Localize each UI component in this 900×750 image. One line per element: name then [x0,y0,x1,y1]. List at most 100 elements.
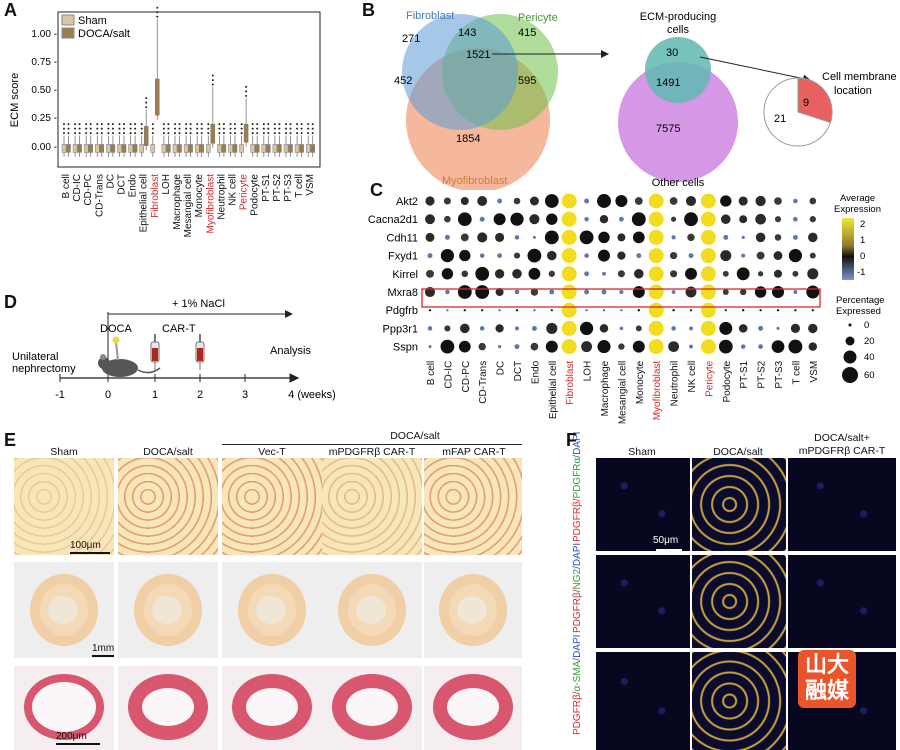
watermark-line-1: 山大 [804,653,849,678]
outlier-dot [67,132,70,135]
outlier-dot [262,127,265,130]
e-col-mpdgfrb: mPDGFRβ CAR-T [328,446,416,458]
analysis-label: Analysis [270,345,311,357]
dot-Cdh11-Neutrophil [671,235,676,240]
kidney-section [30,574,98,646]
f-image-r3-c1 [596,652,690,750]
box-CD-PC-doca [88,144,93,153]
box-CD-IC-sham [72,144,78,153]
e-image-r2-c5 [424,562,522,658]
dot-Kirrel-CD-Trans [475,266,490,281]
f-col-cart-2: mPDGFRβ CAR-T [798,445,886,457]
outlier-dot [96,123,99,126]
legend-label-sham: Sham [78,15,107,27]
x-label-T cell: T cell [294,174,305,198]
cell-type-label-Pericyte: Pericyte [704,360,715,397]
outlier-dot [85,123,88,126]
e-image-r1-c5 [424,458,522,555]
outlier-dot [107,127,110,130]
box-Macrophage-sham [172,144,178,153]
venn-count: 271 [402,33,420,45]
dot-Ppp3r1-Fibroblast [561,320,577,336]
outlier-dot [174,132,176,135]
dot-Pdgfrb-CD-PC [463,309,466,312]
dot-Fxyd1-T cell [788,248,803,263]
outlier-dot [178,123,181,126]
outlier-dot [273,132,276,135]
venn-count: 415 [518,27,536,39]
outlier-dot [211,74,214,77]
f-row1-blue: /DAPI [572,431,583,458]
outlier-dot [167,127,170,130]
f-scalebar [656,549,682,551]
outlier-dot [273,127,276,130]
dot-Fxyd1-PT-S3 [773,251,783,261]
cell-type-label-Neutrophil: Neutrophil [670,361,681,407]
vessel-ring [433,674,513,740]
outlier-dot [273,123,276,126]
dot-Ppp3r1-Podocyte [719,321,733,335]
f-col-sham: Sham [628,446,656,458]
cell-type-label-PT-S1: PT-S1 [739,360,750,388]
cell-type-label-B cell: B cell [426,361,437,385]
outlier-dot [151,123,154,126]
dot-Cacna2d1-CD-Trans [479,216,485,222]
outlier-dot [185,127,188,130]
dot-Ppp3r1-Myofibroblast [648,320,664,336]
outlier-dot [245,94,248,97]
outlier-dot [311,123,314,126]
dot-Pdgfrb-DCT [515,309,519,312]
panel-f-letter: F [566,430,577,450]
dot-Fxyd1-DCT [513,252,521,259]
outlier-dot [118,132,121,135]
outlier-dot [151,127,154,130]
dot-Kirrel-Myofibroblast [648,266,664,282]
kidney-lumen [356,596,386,624]
outlier-dot [111,127,114,130]
dot-Ppp3r1-B cell [427,326,433,331]
dot-Pdgfrb-PT-S1 [742,309,745,312]
box-B cell-sham [61,144,67,153]
cell-type-label-VSM: VSM [809,361,820,383]
cell-type-label-DCT: DCT [513,361,524,382]
outlier-dot [289,127,292,130]
f-col-doca: DOCA/salt [713,446,763,458]
dot-Fxyd1-NK cell [688,253,694,259]
dot-Sspn-Fibroblast [561,339,577,355]
outlier-dot [222,123,225,126]
outlier-dot [89,123,92,126]
outlier-dot [74,127,77,130]
gene-labels: Akt2 Cacna2d1 Cdh11 Fxyd1 Kirrel Mxra8 Pdgfrb P… [368,196,418,354]
dot-Pdgfrb-LOH [585,309,588,312]
week-tick: 4 (weeks) [288,389,336,401]
dot-Cdh11-VSM [808,232,818,243]
dot-Sspn-Monocyte [632,340,645,353]
box-NK cell-sham [228,144,233,153]
dot-Sspn-PT-S3 [771,340,785,353]
dot-Cacna2d1-PT-S3 [774,216,782,223]
outlier-dot [256,127,259,130]
outlier-dot [156,15,159,18]
box-DC-sham [106,144,111,153]
outlier-dot [185,123,188,126]
dot-Fxyd1-Macrophage [598,249,610,262]
outlier-dot [289,132,292,135]
dot-Ppp3r1-PT-S2 [758,325,764,331]
outlier-dot [240,123,243,126]
dot-Ppp3r1-Endo [531,325,537,331]
dot-Cacna2d1-Neutrophil [670,216,677,222]
outlier-dot [222,132,225,135]
outlier-dot [134,127,137,130]
box-Podocyte-sham [250,144,255,153]
f-row3-blue: /DAPI [572,634,583,661]
panel-a-boxplot: ECM score 1.00 - 0.75 - 0.50 - 0.25 - 0.… [9,6,321,237]
box-Mesangial cell-sham [183,144,189,153]
outlier-dot [167,123,170,126]
outlier-dot [289,123,292,126]
dot-grid [424,193,820,355]
pdgfrb-highlight-box [421,288,821,308]
pie-count-21: 21 [774,113,786,125]
y-tick: 0.75 - [31,57,57,68]
outlier-dot [311,127,314,130]
outlier-dot [245,90,248,93]
